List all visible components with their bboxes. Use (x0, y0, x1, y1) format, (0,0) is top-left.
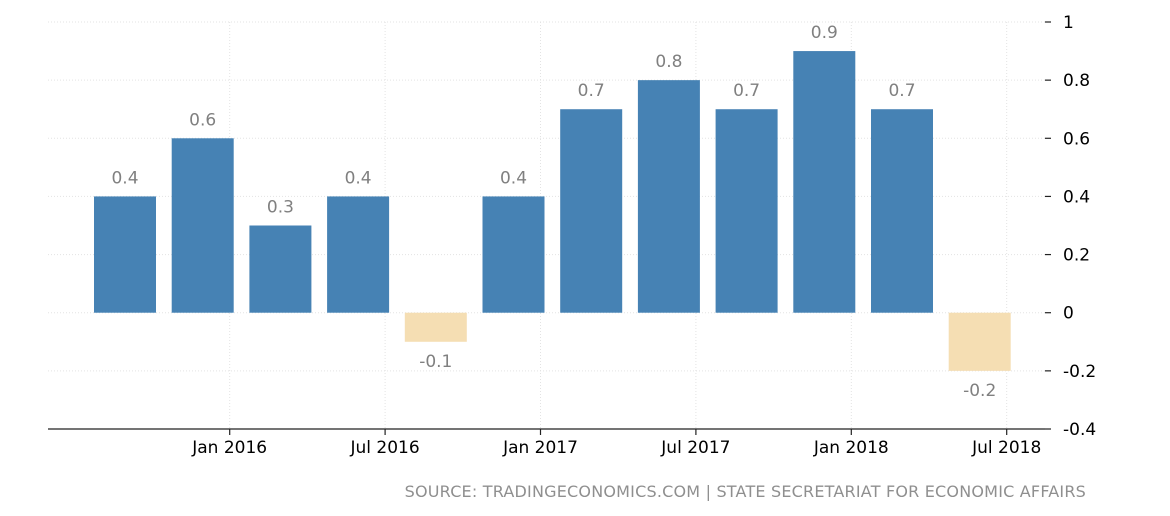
x-tick-label: Jul 2017 (660, 438, 730, 458)
y-tick-label: 0.4 (1063, 187, 1090, 207)
bar-jan-2016 (171, 138, 234, 313)
data-label: 0.7 (578, 81, 605, 101)
source-caption: SOURCE: TRADINGECONOMICS.COM | STATE SEC… (404, 482, 1086, 501)
data-label: 0.6 (189, 110, 216, 130)
bar-oct-2017 (715, 109, 778, 313)
y-axis: 1 0.8 0.6 0.4 0.2 0 -0.2 -0.4 (1045, 13, 1096, 440)
bar-jan-2017 (482, 196, 545, 313)
x-tick-label: Jan 2017 (502, 438, 578, 458)
y-tick-label: -0.2 (1063, 362, 1096, 382)
x-tick-label: Jul 2016 (350, 438, 420, 458)
bar-jul-2018 (948, 312, 1011, 371)
data-label: 0.4 (500, 168, 527, 188)
data-label: 0.4 (111, 168, 138, 188)
data-label: -0.1 (419, 352, 452, 372)
y-tick-label: -0.4 (1063, 420, 1096, 440)
y-tick-label: 0 (1063, 304, 1074, 324)
bar-jul-2017 (637, 80, 700, 313)
data-label: 0.9 (811, 23, 838, 43)
bar-jan-2018 (793, 51, 856, 313)
x-tick-label: Jan 2018 (813, 438, 889, 458)
bars (94, 51, 1011, 371)
data-label: 0.7 (888, 81, 915, 101)
x-tick-label: Jul 2018 (971, 438, 1041, 458)
bar-apr-2016 (249, 225, 312, 313)
bar-apr-2017 (560, 109, 623, 313)
data-label: 0.7 (733, 81, 760, 101)
y-tick-label: 1 (1063, 13, 1074, 33)
bar-apr-2018 (871, 109, 933, 313)
bar-oct-2015 (94, 196, 156, 313)
y-tick-label: 0.2 (1063, 246, 1090, 266)
bar-jul-2016 (327, 196, 390, 313)
data-labels: 0.4 0.6 0.3 0.4 -0.1 0.4 0.7 0.8 0.7 0.9 0.7 -0.2 (111, 23, 996, 401)
bar-chart: 0.4 0.6 0.3 0.4 -0.1 0.4 0.7 0.8 0.7 0.9 0.7 -0.2 J… (48, 13, 1096, 458)
x-axis: Jan 2016 Jul 2016 Jan 2017 Jul 2017 Jan 2018… (48, 428, 1045, 458)
data-label: 0.4 (345, 168, 372, 188)
y-tick-label: 0.8 (1063, 71, 1090, 91)
data-label: 0.8 (655, 52, 682, 72)
y-tick-label: 0.6 (1063, 129, 1090, 149)
data-label: 0.3 (267, 198, 294, 218)
bar-oct-2016 (404, 312, 467, 342)
data-label: -0.2 (963, 381, 996, 401)
x-tick-label: Jan 2016 (191, 438, 267, 458)
